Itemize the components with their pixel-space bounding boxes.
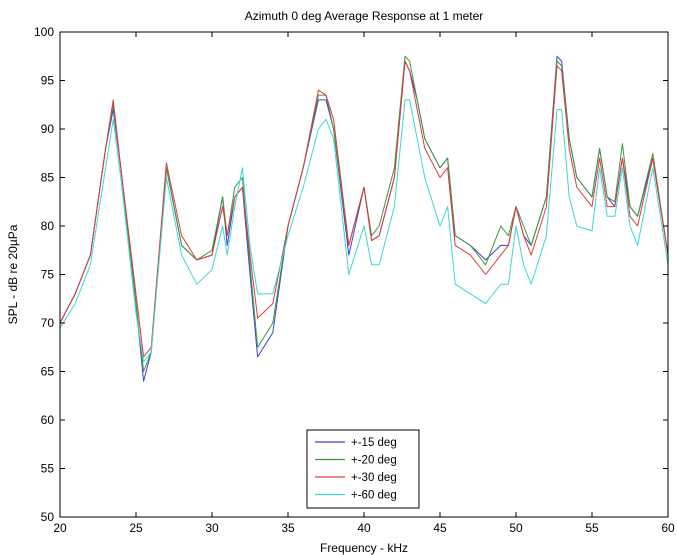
series-line-2 xyxy=(59,55,669,372)
series-line-4 xyxy=(59,99,669,363)
legend-label: +-30 deg xyxy=(351,472,397,484)
y-tick-label: 50 xyxy=(41,510,55,524)
x-axis-label: Frequency - kHz xyxy=(320,541,408,555)
x-tick-label: 20 xyxy=(53,521,67,535)
y-tick-label: 70 xyxy=(41,316,55,330)
x-tick-label: 35 xyxy=(281,521,295,535)
legend: +-15 deg +-20 deg +-30 deg +-60 deg xyxy=(306,429,420,509)
y-tick-label: 80 xyxy=(41,219,55,233)
legend-label: +-15 deg xyxy=(351,437,397,449)
plot-frame xyxy=(59,31,669,518)
tick-layer: 20 25 30 35 40 45 50 55 60 50 55 60 65 70 75 80 85 90 95 10… xyxy=(34,25,675,535)
legend-label: +-20 deg xyxy=(351,455,397,467)
y-tick-label: 95 xyxy=(41,74,55,88)
y-axis-label: SPL - dB re 20µPa xyxy=(6,224,20,324)
x-tick-label: 25 xyxy=(129,521,143,535)
y-tick-label: 90 xyxy=(41,122,55,136)
y-tick-label: 60 xyxy=(41,413,55,427)
x-tick-label: 55 xyxy=(585,521,599,535)
y-tick-label: 85 xyxy=(41,171,55,185)
y-tick-label: 100 xyxy=(34,25,54,39)
y-tick-label: 75 xyxy=(41,268,55,282)
x-tick-label: 40 xyxy=(357,521,371,535)
y-tick-label: 65 xyxy=(41,365,55,379)
y-tick-label: 55 xyxy=(41,462,55,476)
chart-title: Azimuth 0 deg Average Response at 1 mete… xyxy=(245,9,484,23)
x-tick-label: 50 xyxy=(509,521,523,535)
series-line-3 xyxy=(59,60,669,358)
x-tick-label: 60 xyxy=(661,521,675,535)
series-layer xyxy=(59,55,669,382)
x-tick-label: 30 xyxy=(205,521,219,535)
legend-label: +-60 deg xyxy=(351,490,397,502)
x-tick-label: 45 xyxy=(433,521,447,535)
